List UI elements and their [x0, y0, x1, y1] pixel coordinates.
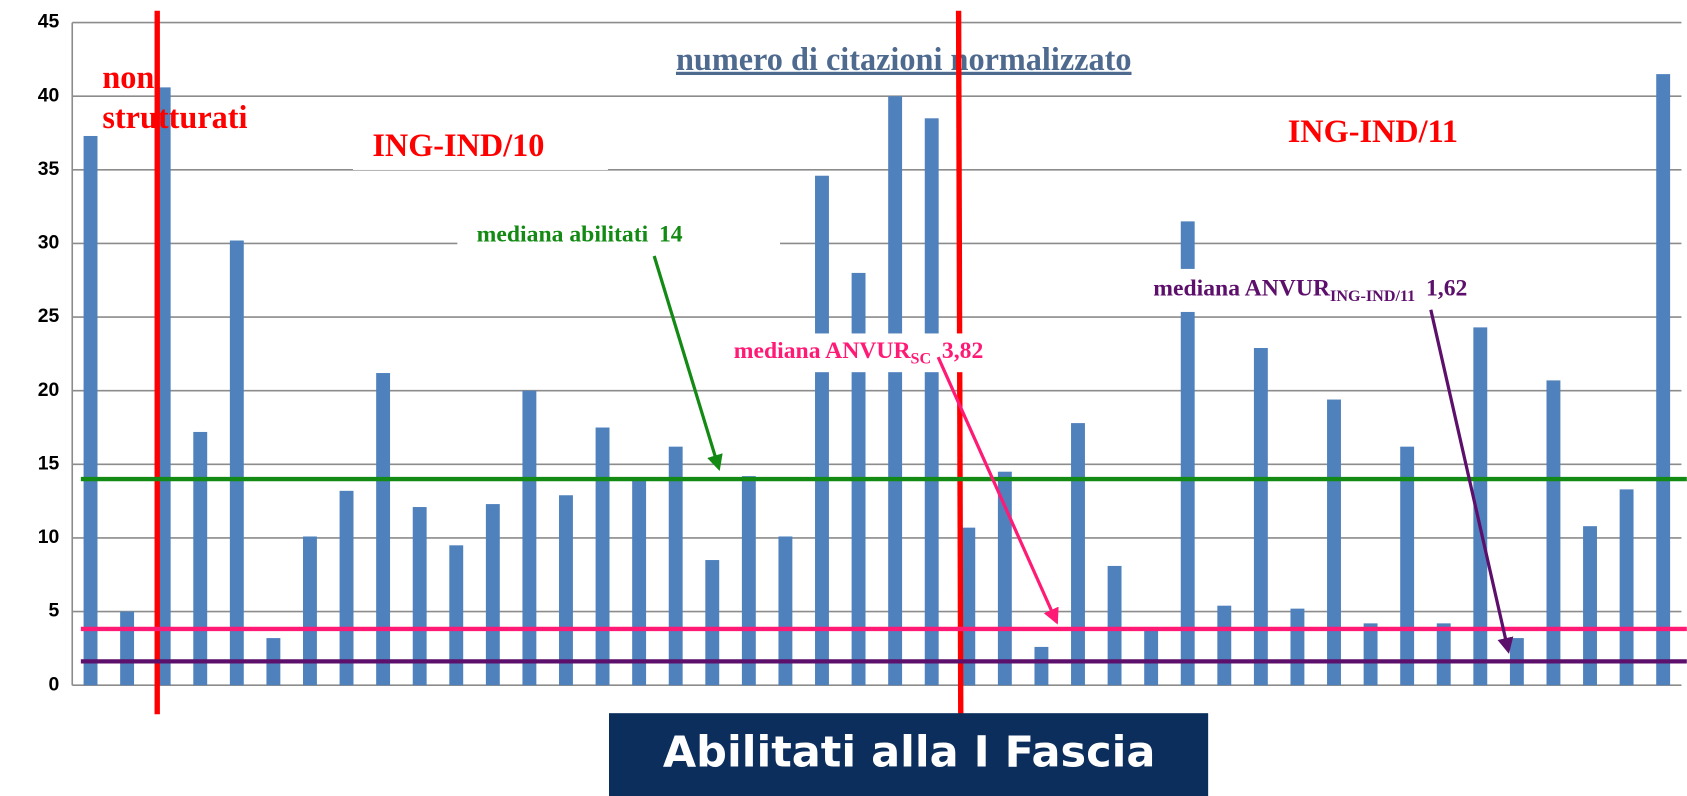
arrow	[1429, 309, 1514, 654]
bar	[559, 495, 573, 686]
bar	[778, 536, 793, 686]
reference-label: mediana ANVURING-IND/11 1,62	[1153, 276, 1467, 305]
bar	[229, 240, 244, 686]
bar	[888, 96, 903, 686]
bar	[412, 507, 427, 686]
label-name: mediana ANVUR	[1153, 276, 1331, 302]
y-tick-label: 0	[49, 673, 60, 695]
reference-label: mediana ANVURSC 3,82	[734, 338, 984, 367]
bar	[1619, 489, 1634, 686]
y-tick-label: 45	[38, 11, 60, 33]
bar	[815, 175, 829, 686]
title-box	[581, 43, 1231, 84]
bar	[156, 87, 171, 686]
banner-box	[609, 713, 1209, 796]
bar	[1071, 423, 1085, 686]
label-box	[1140, 268, 1614, 312]
bar	[1436, 623, 1451, 686]
banner: Abilitati alla I Fascia	[663, 728, 1155, 778]
bar	[1546, 380, 1561, 686]
bar	[449, 545, 464, 686]
y-tick-label: 40	[38, 84, 60, 106]
label-subscript: ING-IND/11	[1330, 288, 1415, 305]
label-subscript: SC	[911, 350, 932, 367]
overlay: numero di citazioni normalizzato non str…	[80, 10, 1687, 796]
bar	[1583, 526, 1597, 686]
arrow	[652, 255, 723, 472]
reference-label: mediana abilitati 14	[477, 222, 683, 248]
y-tick-label: 5	[49, 600, 60, 622]
group-label: strutturati	[102, 99, 247, 135]
group-label: non	[102, 59, 154, 95]
bar	[668, 446, 683, 686]
group-label: ING-IND/10	[372, 127, 544, 163]
arrow	[936, 356, 1059, 625]
bar	[120, 611, 135, 686]
label-name: mediana abilitati	[477, 222, 649, 248]
label-value: 3,82	[942, 338, 983, 364]
label-box	[457, 221, 781, 254]
bar	[1253, 348, 1268, 686]
bar	[997, 471, 1012, 686]
label-value: 14	[659, 222, 683, 248]
label-box	[720, 333, 1098, 373]
bar	[339, 490, 354, 686]
y-tick-label: 10	[38, 526, 60, 548]
bar	[924, 118, 939, 686]
bar	[83, 135, 98, 686]
bar	[1144, 627, 1159, 686]
bar	[485, 504, 500, 686]
bar	[1327, 399, 1341, 686]
bar	[595, 427, 610, 686]
label-name: mediana ANVUR	[734, 338, 912, 364]
bar	[522, 390, 537, 686]
y-tick-label: 35	[38, 158, 60, 180]
y-tick-label: 30	[38, 232, 60, 254]
bar	[961, 527, 976, 686]
bar	[1400, 446, 1415, 686]
bar	[1290, 608, 1305, 686]
bar	[705, 560, 720, 686]
bar	[1180, 221, 1195, 686]
group-label: ING-IND/11	[1288, 113, 1458, 149]
bar	[1363, 623, 1378, 686]
bar	[1217, 605, 1232, 686]
bar	[193, 431, 208, 686]
bar	[1034, 646, 1049, 686]
y-tick-label: 15	[38, 452, 60, 474]
bar	[1656, 74, 1671, 686]
bar	[1107, 565, 1122, 686]
bar	[303, 536, 317, 686]
chart-title: numero di citazioni normalizzato	[676, 41, 1132, 77]
y-tick-label: 25	[38, 305, 60, 327]
y-tick-label: 20	[38, 379, 60, 401]
label-box	[352, 129, 608, 170]
bar	[376, 373, 391, 686]
bar	[632, 479, 647, 686]
bar	[741, 476, 756, 686]
label-value: 1,62	[1426, 276, 1467, 302]
bars	[83, 74, 1671, 686]
bar	[1473, 327, 1488, 686]
